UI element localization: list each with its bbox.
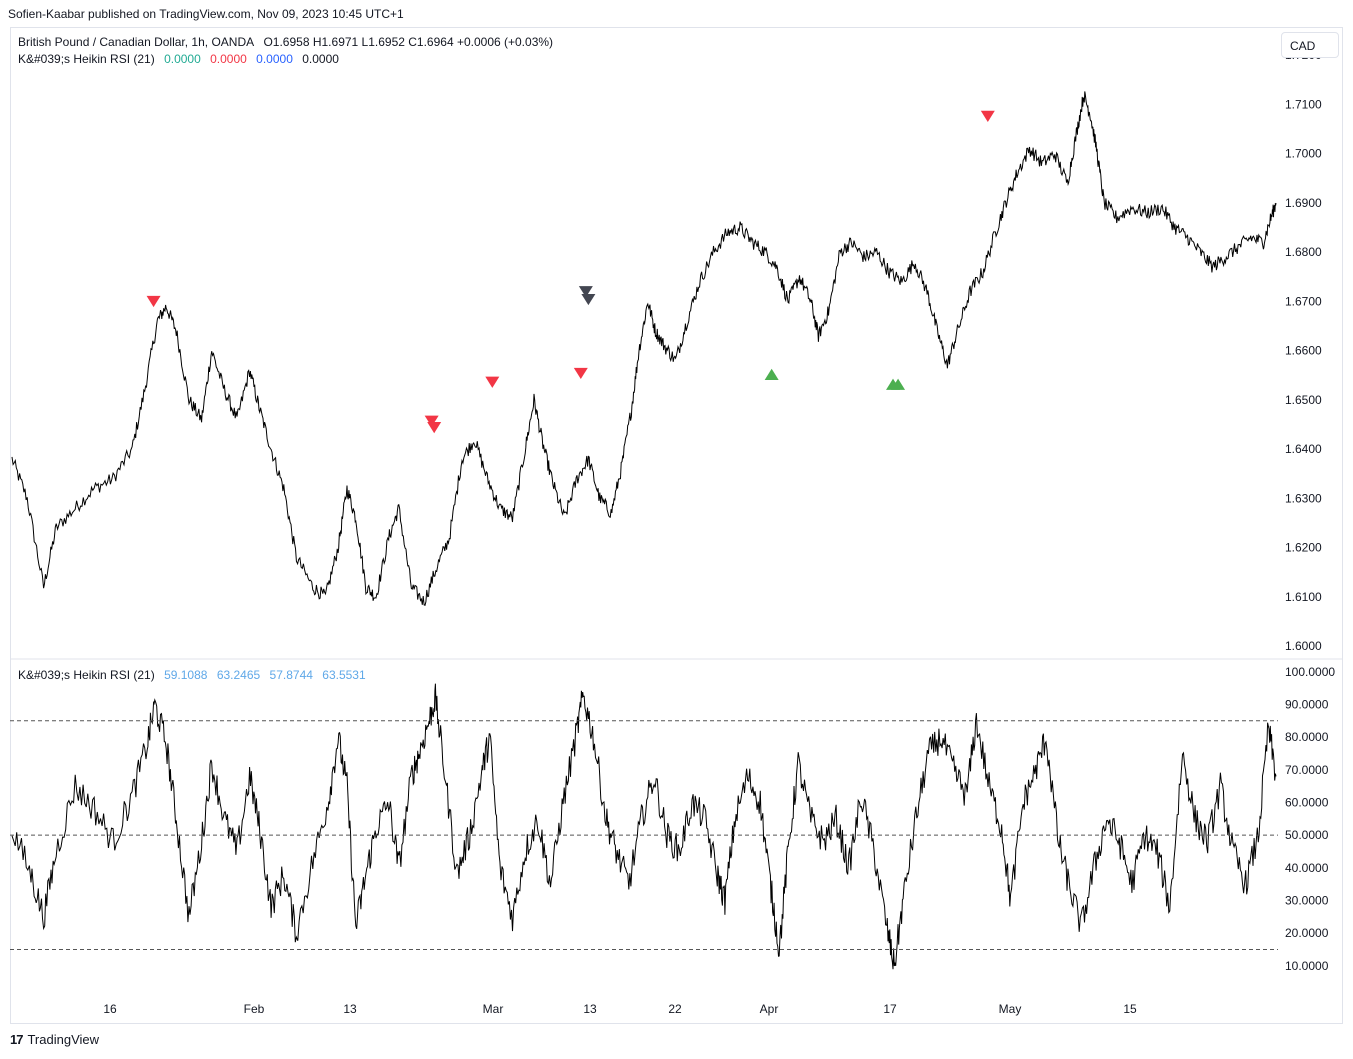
price-axis-label-3: 1.6900 xyxy=(1285,196,1322,210)
price-axis-label-2: 1.7000 xyxy=(1285,147,1322,161)
time-axis-label-2: 13 xyxy=(343,1002,357,1016)
overlay-value-3: 0.0000 xyxy=(256,52,293,66)
price-axis-label-11: 1.6100 xyxy=(1285,590,1322,604)
overlay-indicator-name[interactable]: K&#039;s Heikin RSI (21) xyxy=(18,52,155,66)
time-axis-label-8: May xyxy=(999,1002,1022,1016)
overlay-indicator-legend: K&#039;s Heikin RSI (21) 0.0000 0.0000 0… xyxy=(18,52,345,66)
rsi-axis-label-3: 70.0000 xyxy=(1285,763,1329,777)
time-axis-label-6: Apr xyxy=(760,1002,779,1016)
rsi-axis-label-8: 20.0000 xyxy=(1285,926,1329,940)
sell-signal-marker-1 xyxy=(424,415,439,427)
time-axis-label-1: Feb xyxy=(244,1002,265,1016)
sell-signal-marker-4 xyxy=(573,367,588,380)
price-axis-label-1: 1.7100 xyxy=(1285,97,1322,111)
rsi-indicator-pane[interactable] xyxy=(10,683,1278,970)
rsi-axis-label-4: 60.0000 xyxy=(1285,795,1329,809)
buy-signal-marker-8 xyxy=(764,368,779,381)
price-axis-label-7: 1.6500 xyxy=(1285,393,1322,407)
rsi-value-3: 57.8744 xyxy=(269,668,313,682)
rsi-series-line xyxy=(11,683,1277,970)
time-axis-label-3: Mar xyxy=(483,1002,504,1016)
currency-button[interactable]: CAD xyxy=(1281,32,1339,58)
rsi-axis-label-7: 30.0000 xyxy=(1285,894,1329,908)
price-axis-label-10: 1.6200 xyxy=(1285,541,1322,555)
sell-signal-marker-3 xyxy=(485,376,500,388)
overlay-value-4: 0.0000 xyxy=(302,52,339,66)
sell-signal-marker-6 xyxy=(581,293,596,306)
time-axis-label-5: 22 xyxy=(668,1002,682,1016)
footer-brand-label: TradingView xyxy=(27,1032,100,1047)
footer-brand[interactable]: 17 TradingView xyxy=(10,1032,99,1047)
rsi-axis-label-6: 40.0000 xyxy=(1285,861,1329,875)
price-axis-label-12: 1.6000 xyxy=(1285,639,1322,653)
symbol-label[interactable]: British Pound / Canadian Dollar, 1h, OAN… xyxy=(18,35,255,49)
price-axis-label-4: 1.6800 xyxy=(1285,245,1322,259)
sell-signal-marker-2 xyxy=(427,421,442,434)
price-axis-label-9: 1.6300 xyxy=(1285,491,1322,505)
price-axis-label-8: 1.6400 xyxy=(1285,442,1322,456)
price-axis-label-5: 1.6700 xyxy=(1285,294,1322,308)
rsi-axis-label-5: 50.0000 xyxy=(1285,828,1329,842)
rsi-axis-label-9: 10.0000 xyxy=(1285,959,1329,973)
time-axis-label-9: 15 xyxy=(1123,1002,1137,1016)
buy-signal-marker-10 xyxy=(891,378,906,390)
rsi-value-2: 63.2465 xyxy=(216,668,261,682)
rsi-indicator-name[interactable]: K&#039;s Heikin RSI (21) xyxy=(18,668,155,682)
overlay-value-2: 0.0000 xyxy=(210,52,247,66)
time-axis-label-0: 16 xyxy=(103,1002,117,1016)
overlay-value-1: 0.0000 xyxy=(164,52,201,66)
main-price-pane[interactable] xyxy=(11,91,1277,606)
rsi-value-4: 63.5531 xyxy=(322,668,366,682)
price-axis-label-6: 1.6600 xyxy=(1285,344,1322,358)
tradingview-logo-icon: 17 xyxy=(10,1032,24,1047)
publish-caption: Sofien-Kaabar published on TradingView.c… xyxy=(8,7,404,21)
rsi-axis-label-0: 100.0000 xyxy=(1285,665,1335,679)
rsi-pane-legend: K&#039;s Heikin RSI (21) 59.1088 63.2465… xyxy=(18,668,372,682)
sell-signal-marker-7 xyxy=(980,110,995,122)
sell-signal-marker-0 xyxy=(146,295,161,308)
time-axis-label-4: 13 xyxy=(583,1002,597,1016)
price-series-line xyxy=(11,91,1277,606)
chart-frame xyxy=(10,27,1343,1024)
time-axis-label-7: 17 xyxy=(883,1002,897,1016)
rsi-value-1: 59.1088 xyxy=(164,668,208,682)
price-legend: British Pound / Canadian Dollar, 1h, OAN… xyxy=(18,35,559,49)
sell-signal-marker-5 xyxy=(578,286,593,298)
axes: 1.72001.71001.70001.69001.68001.67001.66… xyxy=(10,48,1343,1016)
rsi-axis-label-1: 90.0000 xyxy=(1285,697,1329,711)
rsi-axis-label-2: 80.0000 xyxy=(1285,730,1329,744)
ohlc-values: O1.6958 H1.6971 L1.6952 C1.6964 +0.0006 … xyxy=(263,35,554,49)
